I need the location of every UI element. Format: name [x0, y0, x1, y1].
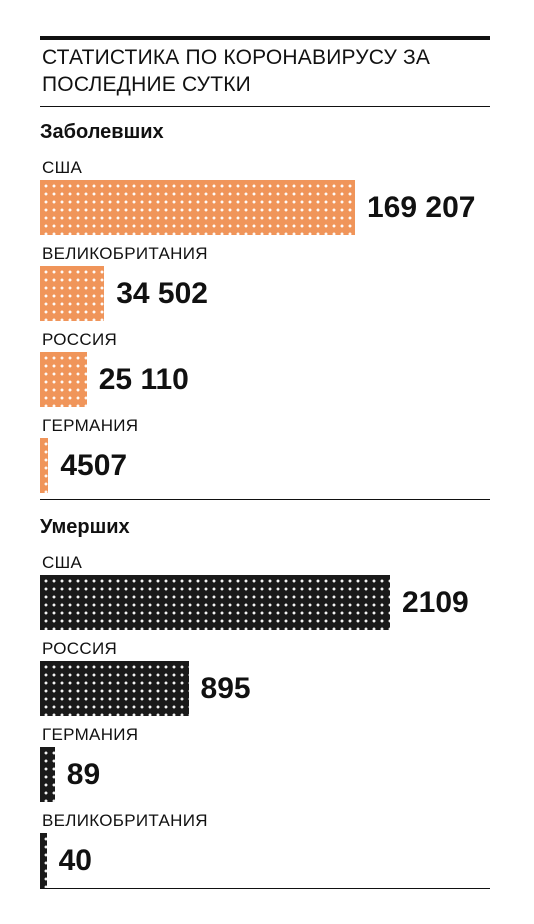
category-label: ВЕЛИКОБРИТАНИЯ: [42, 244, 208, 263]
bar: [40, 438, 49, 493]
divider: [40, 106, 490, 107]
bar: [40, 180, 355, 235]
value-label: 25 110: [98, 363, 189, 396]
category-label: США: [42, 158, 83, 177]
value-label: 2109: [402, 586, 469, 619]
value-label: 34 502: [116, 277, 208, 310]
value-label: 169 207: [367, 191, 476, 224]
top-rule: [40, 36, 490, 40]
category-label: РОССИЯ: [42, 639, 118, 658]
value-label: 89: [66, 758, 101, 791]
value-label: 4507: [60, 449, 128, 482]
bar: [40, 266, 105, 321]
bar: [40, 833, 47, 888]
chart-title: Умерших: [40, 516, 130, 538]
category-label: ВЕЛИКОБРИТАНИЯ: [42, 811, 208, 830]
category-label: ГЕРМАНИЯ: [42, 416, 139, 435]
page-title: СТАТИСТИКА ПО КОРОНАВИРУСУ ЗА ПОСЛЕДНИЕ …: [42, 46, 431, 96]
bar: [40, 575, 390, 630]
bar: [40, 661, 189, 716]
bar: [40, 352, 87, 407]
category-label: РОССИЯ: [42, 330, 118, 349]
category-label: ГЕРМАНИЯ: [42, 725, 139, 744]
category-label: США: [42, 553, 83, 572]
bar: [40, 747, 55, 802]
value-label: 895: [200, 672, 251, 705]
divider: [40, 499, 490, 500]
value-label: 40: [58, 844, 92, 877]
divider: [40, 888, 490, 889]
chart-title: Заболевших: [40, 121, 164, 143]
